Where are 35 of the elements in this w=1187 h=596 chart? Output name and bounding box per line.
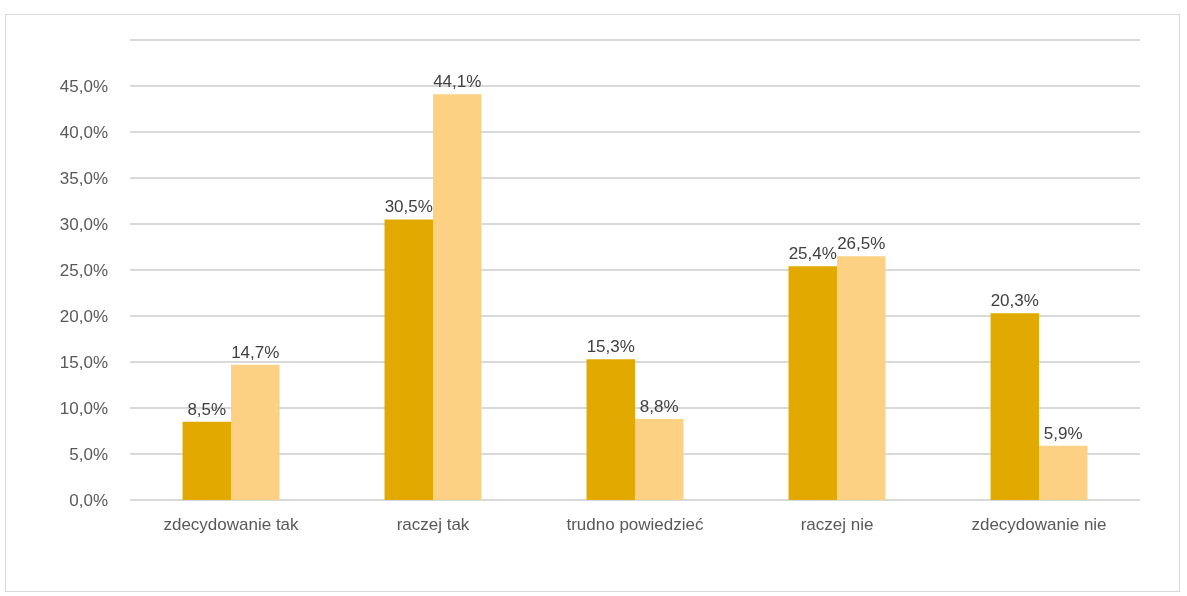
data-label: 30,5% — [384, 197, 433, 217]
data-label: 5,9% — [1043, 423, 1083, 443]
y-tick-label: 30,0% — [59, 214, 108, 234]
data-label: 44,1% — [433, 72, 482, 92]
bar — [990, 313, 1039, 500]
y-tick-label: 10,0% — [59, 398, 108, 418]
bar — [586, 359, 635, 500]
y-tick-label: 15,0% — [59, 352, 108, 372]
bar — [231, 364, 280, 500]
y-tick-label: 20,0% — [59, 306, 108, 326]
data-label: 14,7% — [231, 342, 280, 362]
y-tick-label: 40,0% — [59, 122, 108, 142]
bar — [182, 421, 231, 500]
bar — [837, 256, 886, 500]
x-tick-label: raczej nie — [800, 515, 874, 534]
y-tick-label: 5,0% — [69, 444, 108, 464]
data-label: 25,4% — [788, 244, 837, 264]
x-tick-label: trudno powiedzieć — [566, 515, 705, 534]
bar — [433, 94, 482, 500]
bar — [635, 419, 684, 500]
data-label: 8,5% — [187, 399, 227, 419]
data-label: 15,3% — [586, 337, 635, 357]
y-tick-label: 25,0% — [59, 260, 108, 280]
x-tick-label: zdecydowanie nie — [971, 515, 1107, 534]
data-label: 8,8% — [639, 397, 679, 417]
bar — [788, 266, 837, 500]
x-tick-label: raczej tak — [396, 515, 470, 534]
bar — [1039, 445, 1088, 500]
data-label: 20,3% — [990, 291, 1039, 311]
y-tick-label: 45,0% — [59, 76, 108, 96]
data-label: 26,5% — [837, 234, 886, 254]
x-tick-label: zdecydowanie tak — [163, 515, 300, 534]
bar — [384, 219, 433, 500]
y-tick-label: 35,0% — [59, 168, 108, 188]
y-tick-label: 0,0% — [69, 490, 108, 510]
